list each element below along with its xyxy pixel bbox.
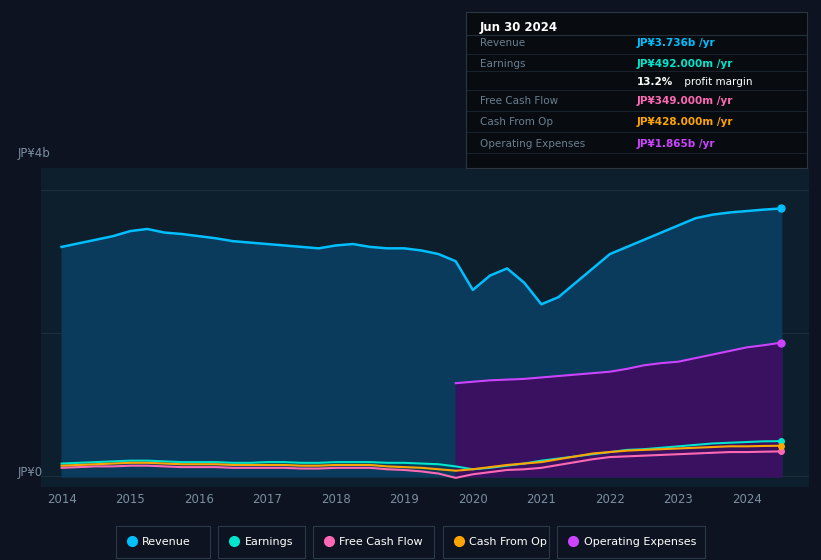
Text: JP¥1.865b /yr: JP¥1.865b /yr: [637, 139, 715, 149]
Text: 13.2%: 13.2%: [637, 77, 673, 87]
Text: Earnings: Earnings: [480, 59, 525, 69]
Text: Cash From Op: Cash From Op: [469, 537, 547, 547]
Text: Revenue: Revenue: [480, 39, 525, 49]
Text: JP¥428.000m /yr: JP¥428.000m /yr: [637, 117, 733, 127]
Text: profit margin: profit margin: [681, 77, 753, 87]
Text: Jun 30 2024: Jun 30 2024: [480, 21, 558, 34]
Text: Operating Expenses: Operating Expenses: [480, 139, 585, 149]
Text: Revenue: Revenue: [142, 537, 190, 547]
Text: JP¥0: JP¥0: [18, 466, 44, 479]
Text: Free Cash Flow: Free Cash Flow: [339, 537, 423, 547]
Text: JP¥492.000m /yr: JP¥492.000m /yr: [637, 59, 733, 69]
Text: Free Cash Flow: Free Cash Flow: [480, 96, 558, 106]
Text: Operating Expenses: Operating Expenses: [584, 537, 696, 547]
Text: Cash From Op: Cash From Op: [480, 117, 553, 127]
Text: JP¥4b: JP¥4b: [18, 147, 51, 160]
Text: JP¥349.000m /yr: JP¥349.000m /yr: [637, 96, 733, 106]
Text: JP¥3.736b /yr: JP¥3.736b /yr: [637, 39, 715, 49]
Text: Earnings: Earnings: [245, 537, 293, 547]
